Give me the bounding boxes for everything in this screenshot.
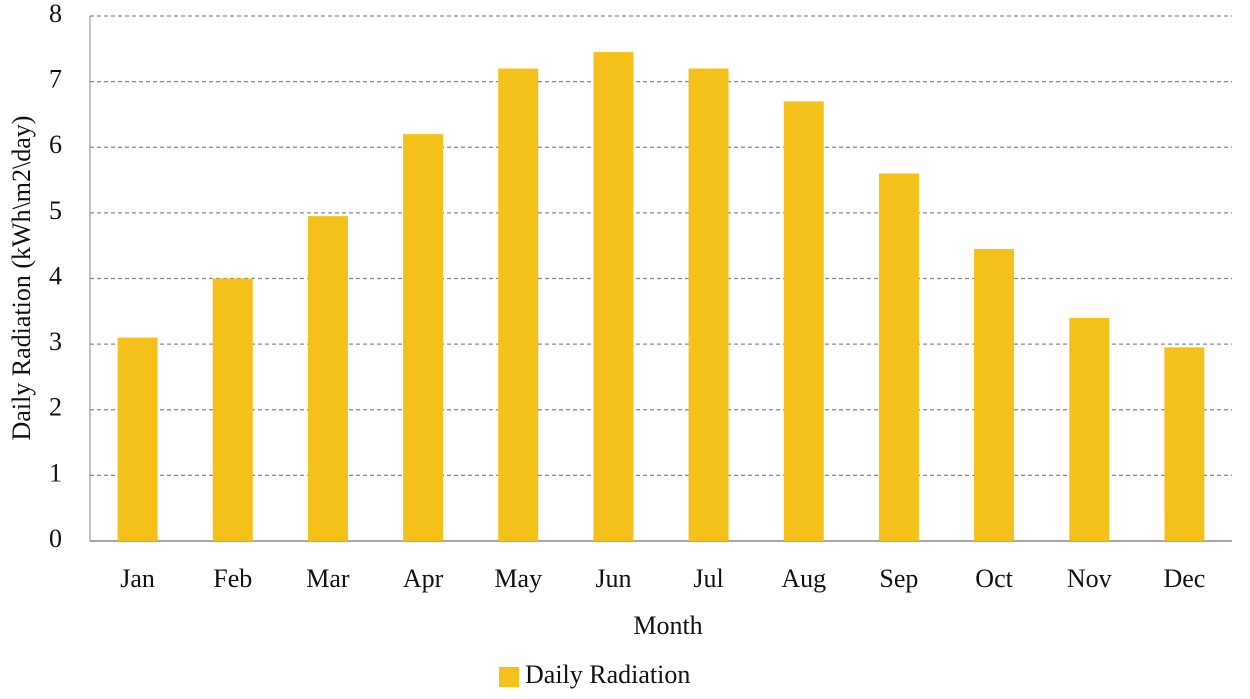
bar bbox=[878, 173, 919, 541]
x-tick-label: Jun bbox=[595, 564, 631, 593]
y-tick-label: 5 bbox=[49, 196, 62, 225]
x-tick-label: Apr bbox=[403, 564, 444, 593]
x-tick-label: Dec bbox=[1163, 564, 1205, 593]
y-tick-label: 2 bbox=[49, 393, 62, 422]
x-tick-label: Aug bbox=[781, 564, 826, 593]
bar bbox=[307, 216, 348, 541]
y-tick-label: 4 bbox=[49, 261, 62, 290]
bar bbox=[212, 278, 253, 541]
y-tick-label: 7 bbox=[49, 65, 62, 94]
y-axis-label: Daily Radiation (kWh\m2\day) bbox=[7, 116, 36, 441]
x-tick-label: Jul bbox=[693, 564, 723, 593]
legend-label: Daily Radiation bbox=[525, 660, 690, 689]
x-tick-label: Sep bbox=[879, 564, 918, 593]
bar bbox=[688, 68, 729, 541]
bar bbox=[403, 134, 444, 541]
y-tick-label: 6 bbox=[49, 130, 62, 159]
x-tick-label: Jan bbox=[120, 564, 155, 593]
y-tick-label: 1 bbox=[49, 458, 62, 487]
bar bbox=[498, 68, 539, 541]
x-tick-label: May bbox=[494, 564, 542, 593]
bar bbox=[593, 52, 634, 541]
y-tick-label: 0 bbox=[49, 524, 62, 553]
x-tick-label: Mar bbox=[306, 564, 350, 593]
x-axis-label: Month bbox=[633, 611, 702, 640]
bar bbox=[117, 337, 158, 541]
x-tick-label: Feb bbox=[213, 564, 252, 593]
legend-swatch bbox=[499, 667, 519, 687]
x-tick-label: Nov bbox=[1067, 564, 1112, 593]
bar bbox=[783, 101, 824, 541]
bar bbox=[974, 248, 1015, 541]
bar bbox=[1069, 317, 1110, 541]
bar bbox=[1164, 347, 1205, 541]
x-tick-label: Oct bbox=[975, 564, 1013, 593]
y-tick-label: 3 bbox=[49, 327, 62, 356]
y-tick-label: 8 bbox=[49, 0, 62, 28]
